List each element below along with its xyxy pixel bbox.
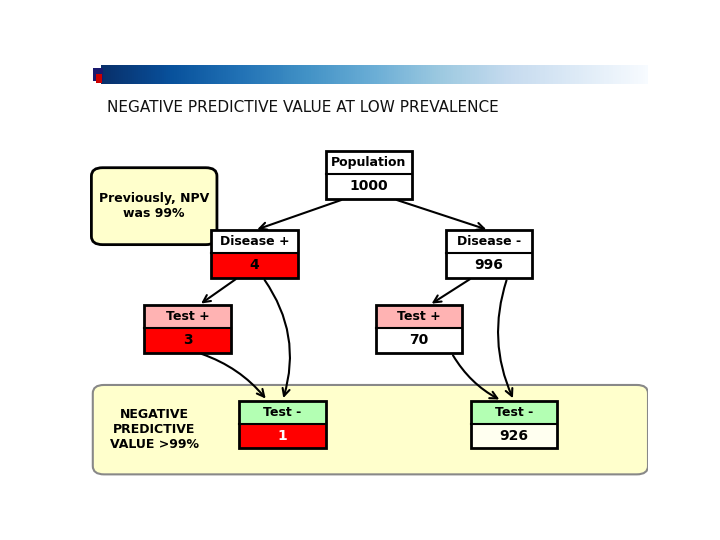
Text: Test -: Test - bbox=[495, 406, 534, 419]
Text: Disease +: Disease + bbox=[220, 235, 289, 248]
Text: Test +: Test + bbox=[166, 310, 210, 323]
Text: Disease -: Disease - bbox=[457, 235, 521, 248]
Text: Population: Population bbox=[331, 156, 407, 169]
FancyBboxPatch shape bbox=[91, 168, 217, 245]
FancyBboxPatch shape bbox=[471, 401, 557, 423]
FancyBboxPatch shape bbox=[446, 230, 532, 253]
FancyBboxPatch shape bbox=[93, 385, 648, 474]
Text: 3: 3 bbox=[183, 333, 192, 347]
Text: 1: 1 bbox=[278, 429, 287, 443]
Bar bbox=[93, 68, 103, 80]
FancyBboxPatch shape bbox=[376, 305, 462, 328]
FancyBboxPatch shape bbox=[446, 253, 532, 278]
FancyBboxPatch shape bbox=[212, 230, 298, 253]
FancyBboxPatch shape bbox=[239, 401, 325, 423]
FancyBboxPatch shape bbox=[325, 174, 413, 199]
Text: NEGATIVE PREDICTIVE VALUE AT LOW PREVALENCE: NEGATIVE PREDICTIVE VALUE AT LOW PREVALE… bbox=[107, 100, 498, 115]
Text: 926: 926 bbox=[500, 429, 528, 443]
FancyBboxPatch shape bbox=[325, 151, 413, 174]
FancyBboxPatch shape bbox=[145, 328, 231, 353]
Text: 70: 70 bbox=[410, 333, 429, 347]
Text: 4: 4 bbox=[250, 259, 259, 273]
FancyBboxPatch shape bbox=[145, 305, 231, 328]
Text: NEGATIVE
PREDICTIVE
VALUE >99%: NEGATIVE PREDICTIVE VALUE >99% bbox=[109, 408, 199, 451]
FancyBboxPatch shape bbox=[376, 328, 462, 353]
Text: Previously, NPV
was 99%: Previously, NPV was 99% bbox=[99, 192, 210, 220]
Text: Test +: Test + bbox=[397, 310, 441, 323]
Bar bbox=[96, 75, 102, 83]
FancyBboxPatch shape bbox=[212, 253, 298, 278]
FancyBboxPatch shape bbox=[239, 423, 325, 448]
Text: 1000: 1000 bbox=[350, 179, 388, 193]
Text: 996: 996 bbox=[474, 259, 503, 273]
FancyBboxPatch shape bbox=[471, 423, 557, 448]
Text: Test -: Test - bbox=[264, 406, 302, 419]
